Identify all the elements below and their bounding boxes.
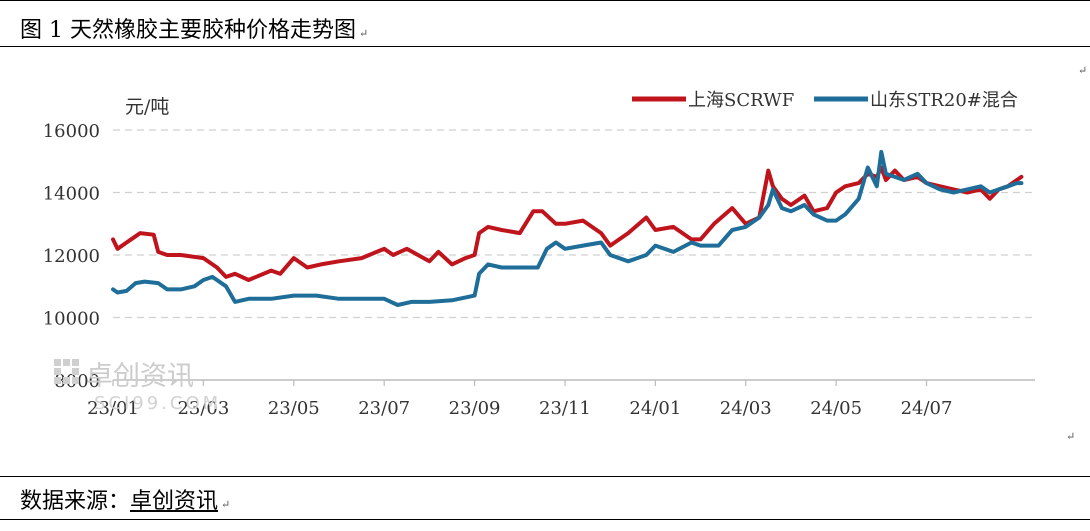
figure-title-text: 图 1 天然橡胶主要胶种价格走势图 (20, 18, 356, 43)
x-tick-label: 23/09 (449, 398, 501, 419)
x-tick-label: 23/01 (87, 398, 139, 419)
x-tick-label: 23/11 (539, 398, 591, 419)
x-tick-label: 23/07 (358, 398, 410, 419)
y-tick-label: 14000 (43, 184, 100, 205)
x-tick-label: 23/05 (268, 398, 320, 419)
paragraph-mark-icon: ↵ (1066, 430, 1076, 443)
figure-title: 图 1 天然橡胶主要胶种价格走势图 ↵ (20, 12, 368, 44)
y-tick-label: 10000 (43, 309, 100, 330)
legend-label-series-2: 山东STR20#混合 (870, 90, 1018, 111)
paragraph-mark-icon: ↵ (221, 498, 231, 511)
grid-layer (113, 129, 1035, 319)
series-line-1 (111, 165, 1024, 282)
price-line-chart: 80001000012000140001600023/0123/0323/052… (43, 90, 1035, 419)
source-rule-bottom (0, 519, 1090, 520)
legend-label-series-1: 上海SCRWF (688, 90, 794, 111)
x-tick-label: 24/05 (810, 398, 862, 419)
source-name: 卓创资讯 (130, 489, 219, 514)
source-prefix: 数据来源： (20, 489, 131, 514)
chart-legend: 上海SCRWF 山东STR20#混合 (632, 90, 1018, 111)
x-tick-label: 24/07 (901, 398, 953, 419)
watermark-logo: 卓创资讯 SCI99.COM (54, 357, 254, 417)
paragraph-mark-icon: ↵ (1078, 64, 1088, 77)
axis-layer: 80001000012000140001600023/0123/0323/052… (43, 121, 1035, 419)
data-source: 数据来源：卓创资讯 ↵ (20, 483, 230, 515)
y-tick-label: 12000 (43, 246, 100, 267)
y-tick-label: 16000 (43, 121, 100, 142)
watermark-name: 卓创资讯 (86, 361, 194, 392)
x-tick-label: 23/03 (177, 398, 229, 419)
series-layer (111, 149, 1024, 307)
paragraph-mark-icon: ↵ (359, 27, 369, 40)
series-line-2 (111, 149, 1024, 307)
source-rule-top (0, 476, 1090, 477)
title-rule (0, 46, 1090, 47)
x-tick-label: 24/01 (629, 398, 681, 419)
watermark-url: SCI99.COM (94, 393, 221, 413)
y-axis-unit-label: 元/吨 (125, 96, 169, 118)
x-tick-label: 24/03 (720, 398, 772, 419)
top-rule (0, 0, 1090, 1)
